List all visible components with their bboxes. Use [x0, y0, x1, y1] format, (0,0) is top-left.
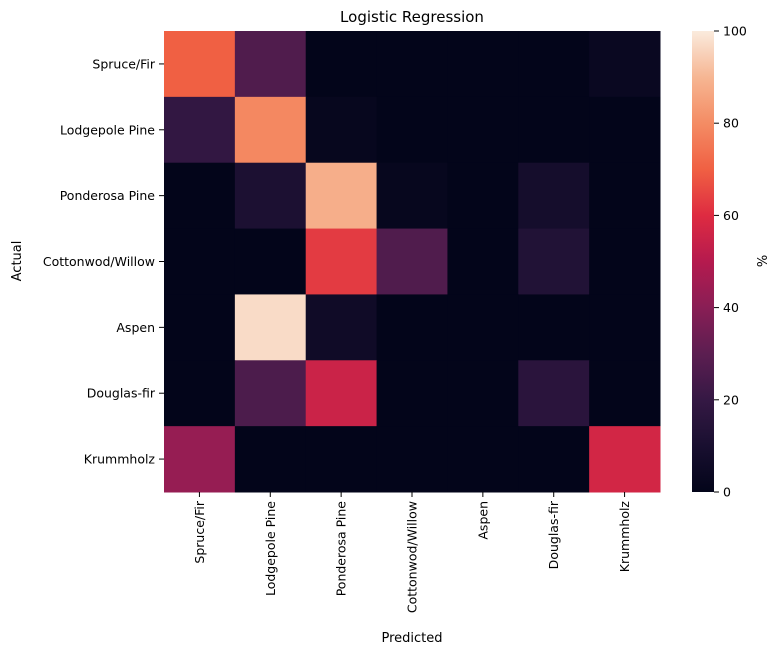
colorbar-tick-label: 100	[723, 24, 747, 39]
x-tick-label: Krummholz	[617, 501, 632, 573]
y-tick-label: Spruce/Fir	[92, 56, 155, 71]
y-tick-labels: Spruce/Fir Lodgepole Pine Ponderosa Pine Co…	[43, 56, 164, 467]
colorbar-tick-label: 60	[723, 208, 739, 223]
heatmap-cell	[234, 162, 307, 230]
colorbar-ticks: 0 20 40 60 80 100	[714, 24, 747, 500]
heatmap-cell	[234, 31, 307, 98]
heatmap-cell	[589, 228, 661, 295]
heatmap-cells	[164, 31, 661, 493]
heatmap-cell	[164, 31, 236, 98]
heatmap-cell	[305, 426, 378, 493]
heatmap-cell	[447, 96, 519, 164]
colorbar-tick-label: 20	[723, 392, 739, 407]
x-tick-label: Cottonwod/Willow	[405, 501, 420, 613]
x-axis-label: Predicted	[381, 631, 442, 646]
heatmap-cell	[518, 31, 590, 98]
heatmap-cell	[518, 360, 590, 427]
y-tick-label: Ponderosa Pine	[60, 188, 156, 203]
heatmap-cell	[589, 96, 661, 164]
heatmap-cell	[164, 96, 236, 164]
heatmap-cell	[589, 426, 661, 493]
heatmap-cell	[305, 228, 378, 295]
y-tick-label: Douglas-fir	[87, 386, 156, 401]
heatmap-cell	[518, 96, 590, 164]
y-tick-label: Lodgepole Pine	[60, 122, 155, 137]
heatmap-cell	[164, 228, 236, 295]
x-tick-labels: Spruce/Fir Lodgepole Pine Ponderosa Pine Co…	[192, 492, 632, 613]
colorbar-label: %	[756, 255, 771, 267]
heatmap-cell	[234, 228, 307, 295]
heatmap-cell	[518, 294, 590, 361]
heatmap-cell	[589, 162, 661, 230]
heatmap-cell	[376, 162, 448, 230]
heatmap-cell	[589, 360, 661, 427]
y-tick-label: Aspen	[116, 320, 155, 335]
heatmap-cell	[376, 294, 448, 361]
heatmap-cell	[589, 294, 661, 361]
colorbar-tick-label: 0	[723, 485, 731, 500]
heatmap-cell	[518, 426, 590, 493]
colorbar	[692, 31, 714, 492]
heatmap-cell	[376, 228, 448, 295]
heatmap-cell	[305, 31, 378, 98]
heatmap-cell	[447, 228, 519, 295]
heatmap-cell	[376, 426, 448, 493]
heatmap-cell	[305, 96, 378, 164]
heatmap-cell	[234, 360, 307, 427]
heatmap-cell	[234, 294, 307, 361]
heatmap-cell	[234, 96, 307, 164]
heatmap-cell	[447, 294, 519, 361]
heatmap-cell	[305, 294, 378, 361]
heatmap-cell	[305, 162, 378, 230]
heatmap-cell	[447, 162, 519, 230]
heatmap-cell	[518, 228, 590, 295]
heatmap-cell	[447, 360, 519, 427]
heatmap-cell	[376, 31, 448, 98]
chart-title: Logistic Regression	[340, 8, 484, 26]
heatmap-cell	[164, 426, 236, 493]
colorbar-tick-label: 80	[723, 116, 739, 131]
y-tick-label: Cottonwod/Willow	[43, 254, 155, 269]
heatmap-cell	[376, 96, 448, 164]
x-tick-label: Douglas-fir	[546, 500, 561, 569]
heatmap-cell	[164, 162, 236, 230]
heatmap-cell	[164, 360, 236, 427]
heatmap-cell	[447, 426, 519, 493]
y-tick-label: Krummholz	[84, 452, 156, 467]
heatmap-cell	[305, 360, 378, 427]
colorbar-tick-label: 40	[723, 300, 739, 315]
x-tick-label: Ponderosa Pine	[334, 501, 349, 597]
heatmap-cell	[376, 360, 448, 427]
x-tick-label: Spruce/Fir	[192, 500, 207, 563]
heatmap-cell	[518, 162, 590, 230]
y-axis-label: Actual	[10, 241, 25, 282]
heatmap-cell	[234, 426, 307, 493]
x-tick-label: Lodgepole Pine	[263, 501, 278, 596]
heatmap-cell	[589, 31, 661, 98]
x-tick-label: Aspen	[475, 501, 490, 540]
heatmap-cell	[447, 31, 519, 98]
heatmap-cell	[164, 294, 236, 361]
